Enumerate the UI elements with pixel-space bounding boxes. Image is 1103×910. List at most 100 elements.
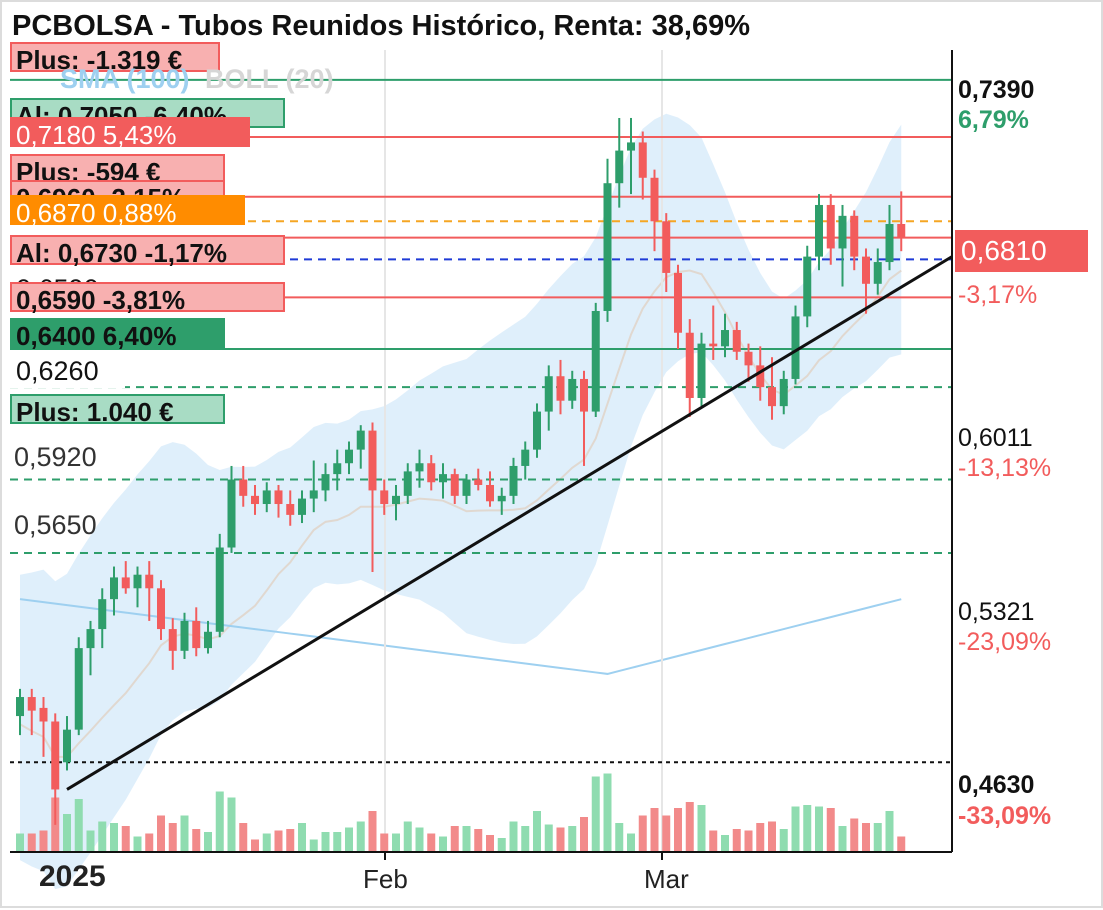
- volume-bar: [838, 826, 847, 852]
- volume-bar: [756, 823, 765, 852]
- axis-price-0: 0,7390: [958, 76, 1035, 104]
- candle-body: [685, 332, 694, 398]
- candle-body: [709, 343, 718, 347]
- bollinger-band-fill: [20, 113, 902, 890]
- volume-bars: [16, 773, 906, 852]
- volume-bar: [427, 833, 436, 852]
- level-box[interactable]: 0,6870 0,88%: [10, 195, 245, 226]
- candle-body: [815, 204, 823, 257]
- volume-bar: [380, 833, 389, 852]
- volume-bar: [345, 827, 353, 852]
- volume-bar: [133, 836, 142, 852]
- level-box[interactable]: Plus: 1.040 €: [10, 394, 225, 425]
- candle-body: [568, 378, 577, 401]
- volume-bar: [815, 806, 823, 852]
- date-label-year: 2025: [39, 860, 106, 893]
- volume-bar: [709, 830, 718, 852]
- volume-bar: [533, 811, 541, 852]
- candle-body: [591, 310, 600, 412]
- candle-body: [826, 204, 835, 249]
- candle-body: [803, 256, 812, 317]
- volume-bar: [603, 773, 612, 852]
- date-label-feb: Feb: [363, 864, 408, 894]
- volume-bar: [744, 830, 753, 852]
- volume-bar: [803, 805, 812, 852]
- volume-bar: [239, 823, 248, 852]
- candle-body: [274, 490, 283, 505]
- candle-body: [286, 504, 295, 515]
- candle-body: [697, 343, 706, 398]
- axis-pct-3: -23,09%: [958, 628, 1052, 656]
- candle-body: [521, 449, 530, 466]
- candle-body: [838, 215, 847, 249]
- candle-body: [345, 449, 353, 464]
- axis-pct-0: 6,79%: [958, 106, 1029, 134]
- candle-body: [380, 490, 389, 505]
- candle-body: [356, 430, 365, 450]
- volume-bar: [215, 791, 224, 852]
- candle-body: [556, 376, 565, 401]
- volume-bar: [591, 776, 600, 852]
- candle-body: [779, 378, 788, 407]
- candle-body: [215, 547, 224, 632]
- sma-legend[interactable]: SMA (100): [60, 64, 190, 94]
- volume-bar: [39, 830, 48, 852]
- volume-bar: [662, 815, 671, 852]
- volume-bar: [544, 824, 553, 852]
- volume-bar: [86, 830, 95, 852]
- candle-body: [873, 262, 882, 284]
- axis-pct-1: -3,17%: [958, 281, 1038, 309]
- candle-body: [497, 495, 506, 502]
- level-box[interactable]: 0,6260: [10, 350, 125, 388]
- candle-body: [662, 221, 671, 273]
- volume-bar: [98, 821, 107, 852]
- candle-body: [850, 215, 859, 257]
- chart-title: PCBOLSA - Tubos Reunidos Histórico, Rent…: [12, 10, 750, 42]
- volume-bar: [732, 829, 741, 852]
- level-box[interactable]: 0,7180 5,43%: [10, 117, 250, 148]
- volume-bar: [110, 823, 118, 852]
- candle-body: [121, 577, 130, 589]
- level-box[interactable]: Al: 0,6730 -1,17%: [10, 235, 285, 266]
- volume-bar: [286, 829, 295, 852]
- volume-bar: [63, 814, 71, 852]
- candle-body: [474, 479, 483, 485]
- volume-bar: [697, 805, 706, 852]
- support-trend-line: [66, 255, 953, 791]
- candle-body: [145, 574, 154, 589]
- volume-bar: [850, 818, 859, 852]
- volume-bar: [227, 797, 236, 852]
- volume-bar: [721, 835, 729, 852]
- candle-body: [168, 629, 177, 651]
- candle-body: [157, 588, 165, 630]
- candle-body: [227, 479, 236, 548]
- volume-bar: [321, 832, 330, 852]
- volume-bar: [157, 815, 165, 852]
- volume-bar: [685, 802, 694, 852]
- volume-bar: [368, 811, 377, 852]
- volume-bar: [474, 829, 483, 852]
- volume-bar: [27, 833, 36, 852]
- candle-body: [897, 223, 906, 238]
- candle-body: [744, 351, 753, 366]
- volume-bar: [121, 826, 130, 852]
- volume-bar: [439, 836, 447, 852]
- boll-legend[interactable]: BOLL (20): [205, 64, 334, 94]
- candle-body: [439, 474, 447, 483]
- level-box[interactable]: 0,6590 -3,81%: [10, 282, 285, 313]
- candle-body: [309, 490, 318, 499]
- volume-bar: [627, 833, 635, 852]
- candle-body: [415, 463, 424, 472]
- volume-bar: [180, 815, 189, 852]
- candle-body: [427, 463, 436, 483]
- volume-bar: [885, 811, 894, 852]
- axis-price-3: 0,5321: [958, 598, 1035, 626]
- level-label: 0,5920: [14, 442, 97, 472]
- level-box[interactable]: Plus: -1.319 €: [10, 42, 220, 73]
- volume-bar: [862, 823, 870, 852]
- volume-bar: [650, 808, 659, 852]
- volume-bar: [392, 833, 400, 852]
- axis-price-2: 0,6011: [958, 424, 1033, 452]
- level-box[interactable]: 0,6400 6,40%: [10, 318, 225, 349]
- candle-body: [239, 479, 248, 496]
